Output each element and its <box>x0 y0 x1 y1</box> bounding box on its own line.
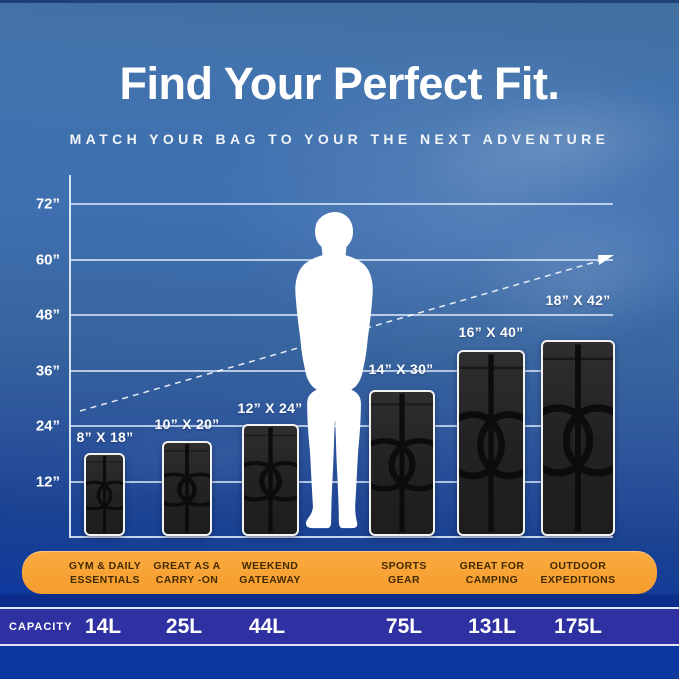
duffel-bag-graphic-4 <box>369 390 435 536</box>
capacity-value-5: 131L <box>468 614 516 638</box>
gridline-72in <box>70 203 613 205</box>
duffel-bag-graphic-1 <box>84 453 125 536</box>
duffel-bag-graphic-6 <box>541 340 615 536</box>
use-case-label-1: GYM & DAILY ESSENTIALS <box>68 559 142 586</box>
page-subtitle: MATCH YOUR BAG TO YOUR THE NEXT ADVENTUR… <box>69 131 610 147</box>
bag-size-label-4: 14” X 30” <box>368 361 434 377</box>
capacity-value-2: 25L <box>165 614 203 638</box>
capacity-value-6: 175L <box>554 614 602 638</box>
top-edge-strip <box>0 0 679 3</box>
bag-size-label-3: 12” X 24” <box>237 400 303 416</box>
y-tick-24: 24” <box>35 417 60 435</box>
capacity-value-3: 44L <box>248 614 286 638</box>
chart-baseline <box>70 536 613 538</box>
use-case-label-2: GREAT AS A CARRY -ON <box>153 559 221 586</box>
y-tick-60: 60” <box>35 251 60 269</box>
capacity-value-4: 75L <box>385 614 423 638</box>
use-case-banner: GYM & DAILY ESSENTIALS GREAT AS A CARRY … <box>22 551 657 594</box>
duffel-bag-graphic-3 <box>242 424 299 536</box>
human-silhouette <box>295 212 373 529</box>
page-title: Find Your Perfect Fit. <box>119 58 560 109</box>
bag-size-label-6: 18” X 42” <box>545 292 611 308</box>
capacity-value-1: 14L <box>84 614 122 638</box>
capacity-row-label: CAPACITY <box>9 620 73 633</box>
y-axis-line <box>69 175 71 538</box>
y-tick-48: 48” <box>35 306 60 324</box>
capacity-strip: CAPACITY 14L 25L 44L 75L 131L 175L <box>0 607 679 646</box>
bag-size-label-2: 10” X 20” <box>154 416 220 432</box>
duffel-bag-graphic-2 <box>162 441 212 536</box>
bag-size-label-5: 16” X 40” <box>458 324 524 340</box>
y-tick-72: 72” <box>35 195 60 213</box>
bag-size-label-1: 8” X 18” <box>76 429 134 445</box>
duffel-bag-graphic-5 <box>457 350 525 536</box>
use-case-label-4: SPORTS GEAR <box>381 559 427 586</box>
use-case-label-6: OUTDOOR EXPEDITIONS <box>540 559 616 586</box>
y-tick-36: 36” <box>35 362 60 380</box>
use-case-label-5: GREAT FOR CAMPING <box>459 559 525 586</box>
bottom-shade-band <box>0 594 679 607</box>
y-tick-12: 12” <box>35 473 60 491</box>
use-case-label-3: WEEKEND GATEAWAY <box>239 559 301 586</box>
